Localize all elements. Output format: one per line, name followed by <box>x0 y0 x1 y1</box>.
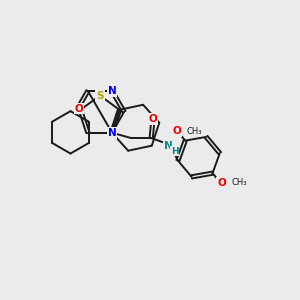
Text: S: S <box>96 91 104 100</box>
Text: O: O <box>148 114 157 124</box>
Text: N: N <box>164 141 172 151</box>
Text: H: H <box>171 146 178 155</box>
Text: CH₃: CH₃ <box>187 127 203 136</box>
Text: O: O <box>75 103 83 114</box>
Text: O: O <box>217 178 226 188</box>
Text: N: N <box>108 86 116 96</box>
Text: N: N <box>108 128 116 138</box>
Text: CH₃: CH₃ <box>231 178 247 187</box>
Text: O: O <box>172 126 181 136</box>
